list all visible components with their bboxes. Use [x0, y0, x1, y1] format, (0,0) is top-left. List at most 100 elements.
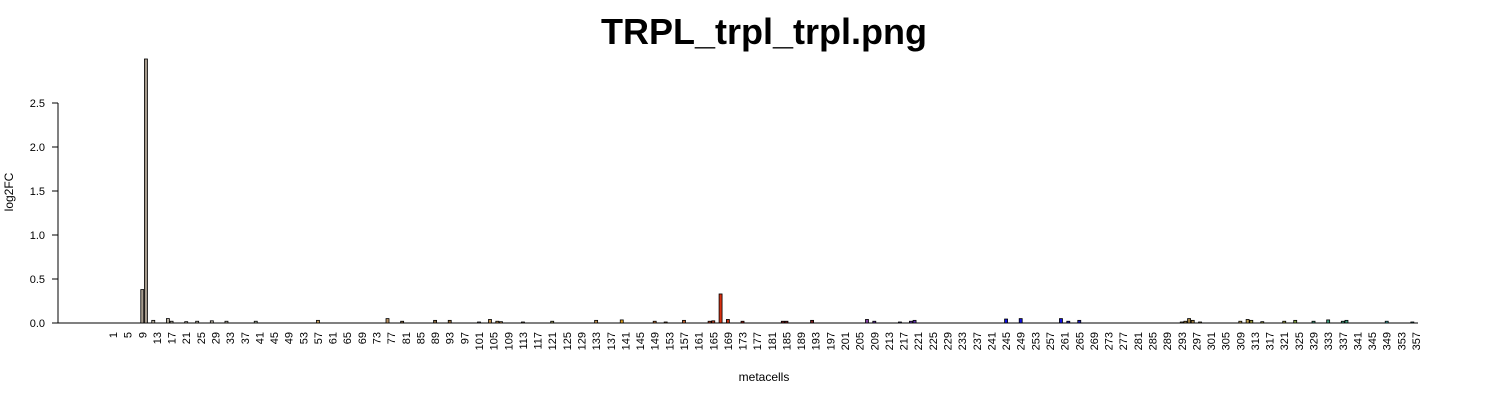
bar [140, 289, 145, 324]
x-tick-label: 21 [181, 332, 193, 344]
bar [682, 319, 686, 324]
bar [495, 320, 500, 324]
bar [184, 321, 189, 324]
y-tick-label: 1.0 [30, 230, 45, 242]
x-tick-label: 245 [1001, 332, 1013, 350]
bar [166, 318, 170, 324]
x-tick-label: 5 [123, 332, 135, 338]
bar [909, 320, 913, 324]
x-tick-label: 213 [884, 332, 896, 350]
bar [707, 320, 712, 324]
x-tick-label: 97 [459, 332, 471, 344]
x-tick-label: 233 [957, 332, 969, 350]
x-tick-label: 117 [533, 332, 545, 350]
x-tick-label: 33 [225, 332, 237, 344]
y-axis: 0.0 0.5 1.0 1.5 2.0 2.5 [30, 98, 59, 330]
x-tick-label: 357 [1411, 332, 1423, 350]
bar [780, 320, 785, 324]
bars-group [140, 58, 1415, 324]
bar [872, 320, 877, 324]
x-tick-label: 41 [254, 332, 266, 344]
y-tick-label: 0.0 [30, 318, 45, 330]
bar [912, 319, 917, 324]
bar [195, 320, 200, 324]
x-tick-label: 285 [1147, 332, 1159, 350]
x-axis: 1 5 9 13 17 21 25 29 33 37 41 45 49 53 57 61 65 69 73 77 81 8… [58, 322, 1423, 350]
bar [718, 293, 723, 324]
bar [1282, 320, 1287, 324]
x-tick-label: 29 [210, 332, 222, 344]
x-tick-label: 109 [503, 332, 515, 350]
x-tick-label: 281 [1133, 332, 1145, 350]
x-tick-label: 25 [196, 332, 208, 344]
x-tick-label: 45 [269, 332, 281, 344]
bar [1384, 320, 1389, 324]
bar [447, 319, 452, 324]
x-tick-label: 153 [664, 332, 676, 350]
x-tick-label: 277 [1118, 332, 1130, 350]
x-tick-label: 241 [986, 332, 998, 350]
x-tick-label: 85 [415, 332, 427, 344]
x-tick-label: 313 [1250, 332, 1262, 350]
x-tick-label: 225 [928, 332, 940, 350]
x-tick-label: 249 [1016, 332, 1028, 350]
bar [550, 320, 555, 324]
x-tick-label: 61 [328, 332, 340, 344]
x-tick-label: 321 [1279, 332, 1291, 350]
y-tick-label: 2.0 [30, 142, 45, 154]
x-tick-label: 181 [767, 332, 779, 350]
x-tick-label: 221 [913, 332, 925, 350]
x-tick-label: 305 [1221, 332, 1233, 350]
bar [499, 321, 503, 324]
x-tick-label: 333 [1323, 332, 1335, 350]
x-tick-label: 325 [1294, 332, 1306, 350]
x-tick-label: 273 [1104, 332, 1116, 350]
bar [224, 320, 229, 324]
bar [1293, 319, 1298, 324]
x-axis-label: metacells [739, 370, 790, 384]
x-tick-label: 185 [781, 332, 793, 350]
bar [1238, 320, 1243, 324]
x-tick-label: 113 [518, 332, 530, 350]
x-tick-label: 265 [1074, 332, 1086, 350]
bar [433, 319, 437, 324]
x-tick-label: 89 [430, 332, 442, 344]
x-tick-label: 137 [606, 332, 618, 350]
bar [1018, 318, 1023, 324]
x-tick-label: 309 [1235, 332, 1247, 350]
bar [477, 321, 481, 324]
bar [1326, 319, 1331, 324]
x-tick-label: 257 [1045, 332, 1057, 350]
bar [521, 321, 525, 324]
bar [400, 320, 405, 324]
x-tick-label: 165 [708, 332, 720, 350]
bar [725, 319, 730, 324]
x-tick-label: 9 [137, 332, 149, 338]
x-tick-label: 13 [152, 332, 164, 344]
x-tick-label: 149 [650, 332, 662, 350]
y-axis-label: log2FC [2, 172, 16, 211]
x-tick-label: 341 [1352, 332, 1364, 350]
x-tick-label: 125 [562, 332, 574, 350]
bar [144, 58, 148, 324]
bar [1198, 321, 1202, 324]
x-tick-label: 81 [401, 332, 413, 344]
bar [169, 320, 174, 324]
x-tick-label: 205 [855, 332, 867, 350]
bar [711, 320, 716, 324]
x-tick-label: 237 [972, 332, 984, 350]
x-tick-label: 141 [620, 332, 632, 350]
bar [151, 319, 156, 324]
x-tick-label: 17 [167, 332, 179, 344]
x-tick-label: 297 [1191, 332, 1203, 350]
bar [1183, 320, 1188, 324]
x-tick-label: 289 [1162, 332, 1174, 350]
bar [1311, 320, 1316, 324]
x-tick-label: 37 [240, 332, 252, 344]
x-tick-label: 189 [796, 332, 808, 350]
x-tick-label: 49 [284, 332, 296, 344]
x-tick-label: 177 [752, 332, 764, 350]
x-tick-label: 133 [591, 332, 603, 350]
bar [385, 318, 390, 324]
